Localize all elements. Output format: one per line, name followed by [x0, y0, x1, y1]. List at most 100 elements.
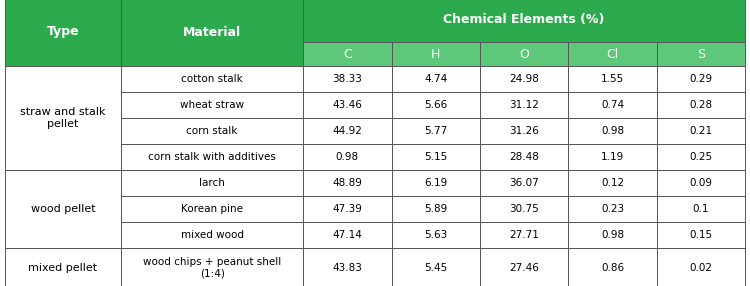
Text: 5.89: 5.89 — [424, 204, 447, 214]
Bar — [392, 66, 480, 92]
Bar — [5, 0, 121, 66]
Text: 5.66: 5.66 — [424, 100, 447, 110]
Text: 1.55: 1.55 — [601, 74, 624, 84]
Bar — [121, 144, 303, 170]
Text: Chemical Elements (%): Chemical Elements (%) — [443, 13, 604, 27]
Bar — [392, 92, 480, 118]
Bar — [121, 118, 303, 144]
Text: wood pellet: wood pellet — [31, 204, 95, 214]
Bar — [657, 66, 745, 92]
Bar — [480, 222, 568, 248]
Text: 44.92: 44.92 — [332, 126, 362, 136]
Text: 5.77: 5.77 — [424, 126, 447, 136]
Bar — [392, 196, 480, 222]
Text: 0.98: 0.98 — [601, 126, 624, 136]
Text: 5.15: 5.15 — [424, 152, 447, 162]
Text: cotton stalk: cotton stalk — [182, 74, 243, 84]
Bar — [568, 42, 657, 66]
Bar — [657, 170, 745, 196]
Text: 48.89: 48.89 — [332, 178, 362, 188]
Text: corn stalk with additives: corn stalk with additives — [148, 152, 276, 162]
Bar — [568, 248, 657, 286]
Bar — [568, 66, 657, 92]
Text: 0.02: 0.02 — [689, 263, 712, 273]
Text: 0.09: 0.09 — [689, 178, 712, 188]
Text: 0.29: 0.29 — [689, 74, 712, 84]
Text: 0.86: 0.86 — [601, 263, 624, 273]
Bar — [568, 92, 657, 118]
Bar — [657, 42, 745, 66]
Bar — [5, 170, 121, 248]
Bar — [657, 118, 745, 144]
Bar — [303, 42, 392, 66]
Text: 30.75: 30.75 — [509, 204, 539, 214]
Text: 5.45: 5.45 — [424, 263, 447, 273]
Bar — [657, 222, 745, 248]
Text: 47.39: 47.39 — [332, 204, 362, 214]
Text: wheat straw: wheat straw — [180, 100, 244, 110]
Text: S: S — [697, 47, 705, 61]
Text: 24.98: 24.98 — [509, 74, 539, 84]
Bar — [303, 66, 392, 92]
Bar — [392, 170, 480, 196]
Text: wood chips + peanut shell
(1:4): wood chips + peanut shell (1:4) — [143, 257, 281, 279]
Text: 0.98: 0.98 — [336, 152, 359, 162]
Bar — [480, 170, 568, 196]
Text: 0.98: 0.98 — [601, 230, 624, 240]
Text: 0.25: 0.25 — [689, 152, 712, 162]
Bar — [480, 118, 568, 144]
Bar — [657, 144, 745, 170]
Bar — [121, 248, 303, 286]
Bar — [303, 144, 392, 170]
Bar — [121, 222, 303, 248]
Text: corn stalk: corn stalk — [187, 126, 238, 136]
Text: 0.21: 0.21 — [689, 126, 712, 136]
Text: 27.71: 27.71 — [509, 230, 539, 240]
Text: 6.19: 6.19 — [424, 178, 447, 188]
Text: Korean pine: Korean pine — [181, 204, 243, 214]
Text: H: H — [431, 47, 440, 61]
Text: mixed pellet: mixed pellet — [28, 263, 98, 273]
Bar — [121, 196, 303, 222]
Bar — [121, 170, 303, 196]
Bar — [121, 92, 303, 118]
Text: straw and stalk
pellet: straw and stalk pellet — [20, 107, 106, 129]
Text: 28.48: 28.48 — [509, 152, 539, 162]
Text: 31.12: 31.12 — [509, 100, 539, 110]
Bar — [480, 92, 568, 118]
Text: Material: Material — [183, 25, 242, 39]
Bar — [480, 196, 568, 222]
Bar — [392, 144, 480, 170]
Bar — [303, 118, 392, 144]
Text: 0.15: 0.15 — [689, 230, 712, 240]
Text: 47.14: 47.14 — [332, 230, 362, 240]
Text: 43.46: 43.46 — [332, 100, 362, 110]
Bar — [121, 66, 303, 92]
Bar — [392, 248, 480, 286]
Bar — [568, 118, 657, 144]
Bar — [480, 144, 568, 170]
Text: 4.74: 4.74 — [424, 74, 447, 84]
Text: O: O — [519, 47, 529, 61]
Bar — [303, 92, 392, 118]
Text: Cl: Cl — [606, 47, 619, 61]
Bar — [5, 66, 121, 170]
Text: 27.46: 27.46 — [509, 263, 539, 273]
Bar — [480, 66, 568, 92]
Text: 5.63: 5.63 — [424, 230, 447, 240]
Text: 0.28: 0.28 — [689, 100, 712, 110]
Text: 0.12: 0.12 — [601, 178, 624, 188]
Bar — [392, 42, 480, 66]
Bar — [303, 170, 392, 196]
Bar — [480, 248, 568, 286]
Bar — [480, 42, 568, 66]
Bar — [392, 222, 480, 248]
Text: 36.07: 36.07 — [509, 178, 539, 188]
Text: 0.74: 0.74 — [601, 100, 624, 110]
Bar — [568, 196, 657, 222]
Bar — [568, 222, 657, 248]
Text: Type: Type — [46, 25, 80, 39]
Bar — [568, 170, 657, 196]
Text: 38.33: 38.33 — [332, 74, 362, 84]
Text: 0.1: 0.1 — [692, 204, 709, 214]
